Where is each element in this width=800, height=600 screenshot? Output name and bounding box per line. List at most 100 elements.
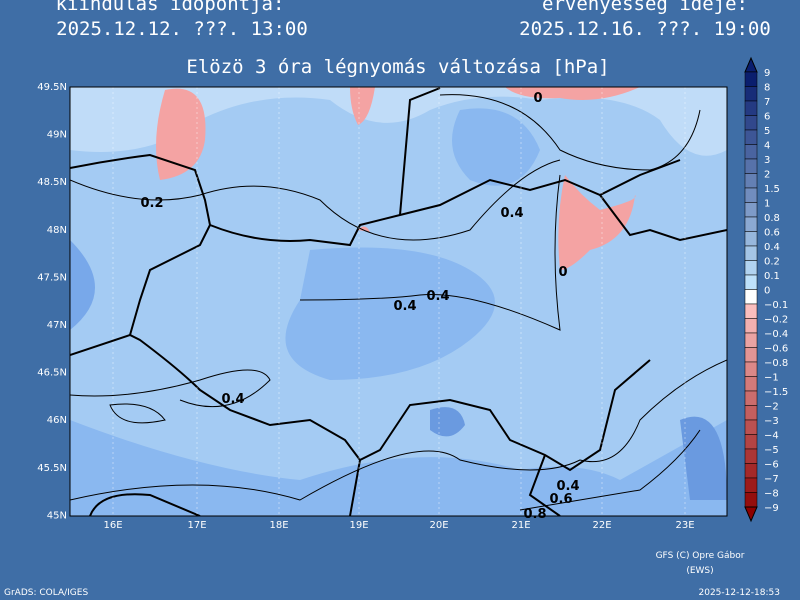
colorbar-cell [744, 187, 758, 203]
colorbar-cell [744, 245, 758, 261]
colorbar-cell [744, 477, 758, 493]
lat-label: 48N [47, 225, 67, 236]
colorbar-cell [744, 115, 758, 131]
colorbar-label: −7 [764, 474, 779, 485]
start-time: 2025.12.12. ???. 13:00 [56, 18, 308, 40]
colorbar-label: −4 [764, 431, 779, 442]
colorbar-bottom [744, 506, 758, 523]
colorbar-cell [744, 332, 758, 348]
lon-label: 19E [349, 520, 368, 531]
colorbar-cell [744, 318, 758, 334]
start-label: kiindulás időpontja: [56, 0, 285, 15]
colorbar-cell [744, 448, 758, 464]
colorbar-cell [744, 260, 758, 276]
colorbar-cell [744, 463, 758, 479]
colorbar-label: −8 [764, 489, 779, 500]
colorbar-label: −9 [764, 503, 779, 514]
colorbar-label: 9 [764, 68, 770, 79]
lon-label: 22E [592, 520, 611, 531]
colorbar-label: 1.5 [764, 184, 780, 195]
lat-label: 49.5N [37, 82, 67, 93]
colorbar-label: 7 [764, 97, 770, 108]
colorbar-label: −3 [764, 416, 779, 427]
map [69, 86, 728, 517]
lon-label: 20E [429, 520, 448, 531]
colorbar-cell [744, 86, 758, 102]
colorbar-label: −0.1 [764, 300, 788, 311]
colorbar-label: −6 [764, 460, 779, 471]
colorbar-label: −1.5 [764, 387, 788, 398]
lon-label: 16E [103, 520, 122, 531]
colorbar-label: 0.1 [764, 271, 780, 282]
colorbar-cell [744, 71, 758, 87]
colorbar-label: 2 [764, 170, 770, 181]
contour-label: 0.8 [523, 507, 546, 522]
valid-time: 2025.12.16. ???. 19:00 [519, 18, 771, 40]
contour-label: 0 [558, 265, 567, 280]
colorbar-cell [744, 376, 758, 392]
colorbar-label: 0.2 [764, 257, 780, 268]
contour-label: 0.6 [549, 492, 572, 507]
lat-label: 49N [47, 130, 67, 141]
credit-ews: (EWS) [686, 566, 713, 576]
software: GrADS: COLA/IGES [4, 588, 88, 598]
colorbar-cell [744, 173, 758, 189]
colorbar-cell [744, 303, 758, 319]
colorbar-label: −0.6 [764, 344, 788, 355]
lat-label: 45.5N [37, 463, 67, 474]
lon-label: 18E [269, 520, 288, 531]
colorbar-cell [744, 405, 758, 421]
colorbar-label: 4 [764, 141, 770, 152]
valid-label: érvényesség ideje: [542, 0, 748, 15]
lat-label: 46N [47, 415, 67, 426]
lon-label: 21E [511, 520, 530, 531]
colorbar-cell [744, 100, 758, 116]
lat-label: 47.5N [37, 272, 67, 283]
contour-label: 0.4 [426, 289, 449, 304]
colorbar-cell [744, 231, 758, 247]
contour-label: 0.4 [393, 299, 416, 314]
colorbar-cell [744, 129, 758, 145]
colorbar-label: −2 [764, 402, 779, 413]
colorbar-cell [744, 144, 758, 160]
colorbar-cell [744, 216, 758, 232]
colorbar-cell [744, 158, 758, 174]
contour-label: 0.4 [221, 392, 244, 407]
lat-label: 48.5N [37, 177, 67, 188]
timestamp: 2025-12-12-18:53 [699, 588, 781, 598]
colorbar-label: −0.4 [764, 329, 788, 340]
colorbar-cell [744, 492, 758, 508]
contour-label: 0 [533, 91, 542, 106]
lat-label: 47N [47, 320, 67, 331]
colorbar-label: 0.8 [764, 213, 780, 224]
contour-label: 0.2 [140, 196, 163, 211]
colorbar-label: −1 [764, 373, 779, 384]
colorbar-label: 8 [764, 83, 770, 94]
colorbar-cell [744, 289, 758, 305]
colorbar-label: 1 [764, 199, 770, 210]
colorbar-cell [744, 390, 758, 406]
colorbar-label: −5 [764, 445, 779, 456]
contour-label: 0.4 [500, 206, 523, 221]
colorbar-label: 6 [764, 112, 770, 123]
colorbar-cell [744, 202, 758, 218]
map-title: Elözö 3 óra légnyomás változása [hPa] [186, 56, 609, 78]
colorbar-label: 0.4 [764, 242, 780, 253]
colorbar-label: −0.2 [764, 315, 788, 326]
colorbar-cell [744, 347, 758, 363]
contour-label: 0.4 [556, 479, 579, 494]
lat-label: 45N [47, 510, 67, 521]
colorbar-cell [744, 361, 758, 377]
colorbar-cell [744, 274, 758, 290]
lon-label: 17E [187, 520, 206, 531]
credit: GFS (C) Opre Gábor [656, 551, 745, 561]
colorbar-label: 5 [764, 126, 770, 137]
lon-label: 23E [675, 520, 694, 531]
colorbar-label: 0.6 [764, 228, 780, 239]
colorbar-label: −0.8 [764, 358, 788, 369]
lat-label: 46.5N [37, 368, 67, 379]
colorbar-cell [744, 434, 758, 450]
colorbar-label: 3 [764, 155, 770, 166]
colorbar-cell [744, 419, 758, 435]
